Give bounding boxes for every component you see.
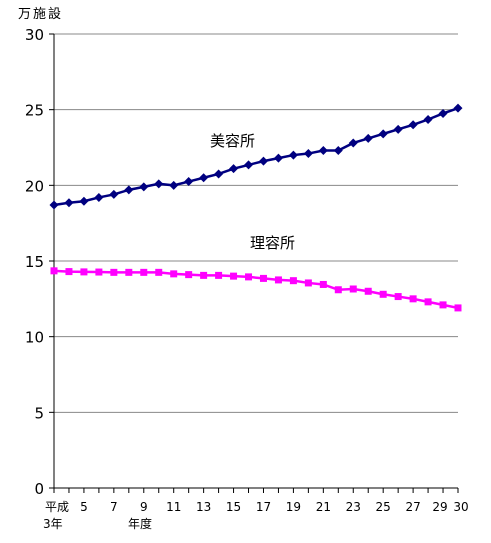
data-point-diamond — [378, 129, 388, 139]
x-tick-label: 25 — [376, 500, 391, 514]
data-point-square — [319, 280, 327, 288]
y-tick-label: 15 — [25, 253, 44, 271]
data-point-diamond — [333, 146, 343, 156]
x-tick-label: 23 — [346, 500, 361, 514]
gridlines — [54, 33, 458, 413]
data-point-diamond — [139, 182, 149, 192]
x-tick-label: 11 — [166, 500, 181, 514]
x-tick-label: 19 — [286, 500, 301, 514]
data-point-square — [364, 287, 372, 295]
y-axis-ticks: 0 5 10 15 20 25 30 — [25, 26, 54, 498]
y-tick-label: 20 — [25, 177, 44, 195]
y-tick-label: 10 — [25, 329, 44, 347]
data-point-diamond — [453, 103, 463, 113]
data-point-square — [230, 272, 238, 280]
x-tick-label: 15 — [226, 500, 241, 514]
data-point-diamond — [273, 153, 283, 163]
x-axis-ticks: 平成 5 7 9 11 13 15 17 19 21 23 25 27 29 30 — [45, 488, 469, 514]
data-point-square — [334, 286, 342, 294]
x-axis-note: 年度 — [128, 516, 152, 531]
y-tick-label: 0 — [34, 480, 44, 498]
data-point-diamond — [408, 120, 418, 130]
x-tick-label: 17 — [256, 500, 271, 514]
data-point-diamond — [94, 192, 104, 202]
data-point-diamond — [49, 200, 59, 210]
data-point-diamond — [438, 108, 448, 118]
data-point-diamond — [109, 189, 119, 199]
data-point-square — [50, 267, 58, 275]
x-tick-label: 29 — [432, 500, 447, 514]
x-tick-label-first-line2: 3年 — [43, 517, 63, 531]
series-label-riyoujo: 理容所 — [250, 234, 295, 252]
data-point-diamond — [229, 164, 239, 174]
data-point-square — [379, 290, 387, 298]
data-point-diamond — [214, 169, 224, 179]
x-tick-label: 7 — [110, 500, 118, 514]
data-point-square — [245, 273, 253, 281]
series-layer — [49, 103, 463, 312]
x-tick-label: 9 — [140, 500, 148, 514]
data-point-diamond — [64, 198, 74, 208]
data-point-diamond — [363, 133, 373, 143]
data-point-diamond — [199, 173, 209, 183]
y-tick-label: 30 — [25, 26, 44, 44]
data-point-square — [95, 268, 103, 276]
data-point-diamond — [258, 156, 268, 166]
data-point-square — [394, 293, 402, 301]
data-point-square — [304, 279, 312, 287]
data-point-square — [110, 268, 118, 276]
x-tick-label: 30 — [453, 500, 468, 514]
data-point-diamond — [318, 146, 328, 156]
x-tick-label: 平成 — [45, 500, 69, 514]
x-tick-label: 13 — [196, 500, 211, 514]
data-point-diamond — [303, 149, 313, 159]
data-point-square — [424, 298, 432, 306]
data-point-square — [185, 271, 193, 279]
data-point-diamond — [169, 180, 179, 190]
data-point-square — [439, 301, 447, 309]
y-tick-label: 5 — [34, 404, 44, 422]
y-unit-label: 万施設 — [18, 6, 63, 22]
data-point-square — [259, 274, 267, 282]
data-point-diamond — [79, 196, 89, 206]
y-tick-label: 25 — [25, 102, 44, 120]
data-point-square — [80, 268, 88, 276]
data-point-diamond — [124, 185, 134, 195]
data-point-diamond — [184, 177, 194, 187]
data-point-square — [349, 285, 357, 293]
data-point-square — [140, 268, 148, 276]
data-point-diamond — [423, 115, 433, 125]
series-line-1 — [53, 269, 459, 310]
data-point-square — [125, 268, 133, 276]
data-point-diamond — [393, 124, 403, 134]
series-line-0 — [53, 106, 459, 207]
data-point-square — [215, 271, 223, 279]
data-point-square — [170, 270, 178, 278]
data-point-square — [409, 295, 417, 303]
data-point-diamond — [288, 150, 298, 160]
data-point-square — [200, 271, 208, 279]
x-tick-label: 27 — [405, 500, 420, 514]
data-point-diamond — [154, 179, 164, 189]
data-point-square — [454, 304, 462, 312]
data-point-square — [65, 268, 73, 276]
data-point-diamond — [244, 160, 254, 170]
data-point-square — [155, 268, 163, 276]
series-label-biyoujo: 美容所 — [210, 132, 255, 150]
x-tick-label: 21 — [316, 500, 331, 514]
data-point-square — [274, 276, 282, 284]
data-point-square — [289, 277, 297, 285]
data-point-diamond — [348, 138, 358, 148]
x-tick-label: 5 — [80, 500, 88, 514]
